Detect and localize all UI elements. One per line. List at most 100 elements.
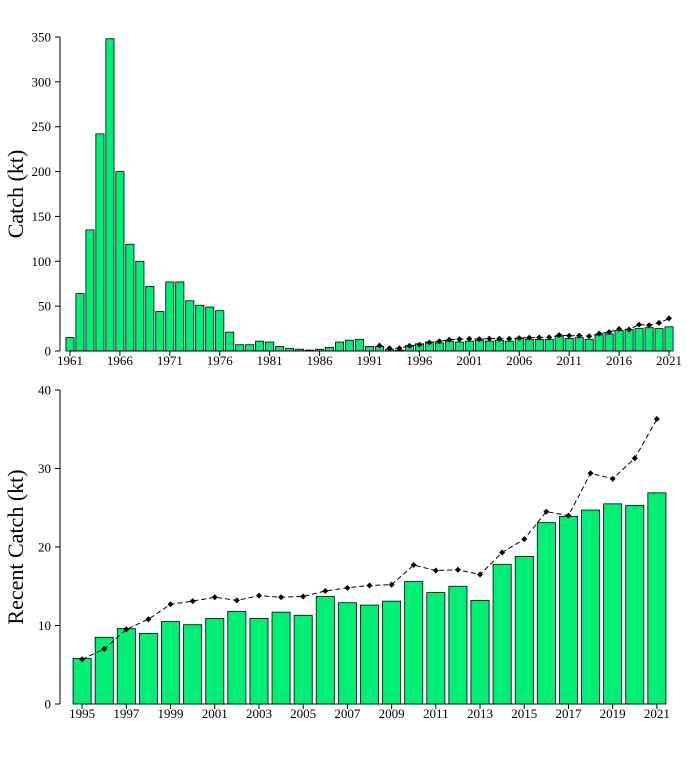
bar [594, 334, 604, 352]
y-tick-label: 30 [38, 461, 51, 476]
trend-point [546, 334, 553, 341]
bar [404, 581, 424, 705]
trend-point [211, 594, 218, 601]
trend-point [255, 592, 262, 599]
x-tick-label: 2001 [202, 706, 228, 721]
bar [195, 304, 205, 352]
x-tick-label: 2005 [290, 706, 316, 721]
bar [554, 336, 564, 352]
bar [271, 611, 291, 705]
bar [255, 340, 265, 352]
trend-point [565, 512, 572, 519]
bar [524, 338, 534, 352]
bar [464, 340, 474, 352]
trend-point [596, 330, 603, 337]
recent-catch-panel: 0 10 20 30 40 1995 1997 1999 2001 2003 2005 2007 200… [3, 383, 670, 722]
bar [365, 346, 375, 352]
trend-point [386, 345, 393, 352]
trend-point [446, 336, 453, 343]
trend-point [566, 332, 573, 339]
x-tick-label: 1981 [257, 353, 283, 368]
trend-point [606, 329, 613, 336]
x-tick-label: 2019 [600, 706, 626, 721]
bar [325, 347, 335, 352]
trend-point [499, 549, 506, 556]
bar [85, 229, 95, 352]
trend-point [486, 335, 493, 342]
bar [492, 563, 512, 705]
bar [448, 585, 468, 705]
y-tick-label: 250 [32, 119, 52, 134]
trend-point [436, 338, 443, 345]
trend-point [666, 315, 673, 322]
x-tick-label: 1995 [69, 706, 95, 721]
trend-point [388, 581, 395, 588]
trend-point [432, 567, 439, 574]
trend-point [476, 336, 483, 343]
trend-point [233, 597, 240, 604]
x-tick-label: 2003 [246, 706, 272, 721]
trend-point [79, 656, 86, 663]
y-axis-title: Recent Catch (kt) [3, 469, 28, 624]
x-tick-label: 2015 [511, 706, 537, 721]
x-tick-label: 2021 [644, 706, 670, 721]
trend-point [426, 339, 433, 346]
bar [625, 504, 645, 705]
trend-point [145, 616, 152, 623]
trend-point [576, 332, 583, 339]
bar [161, 621, 181, 705]
bar [225, 331, 235, 352]
trend-point [496, 335, 503, 342]
x-tick-label: 2001 [456, 353, 482, 368]
bar [634, 328, 644, 352]
bar [125, 243, 135, 352]
trend-point [123, 626, 130, 633]
x-tick-label: 1961 [57, 353, 83, 368]
trend-point [636, 321, 643, 328]
trend-point [631, 455, 638, 462]
bar [536, 522, 556, 705]
x-tick-label: 1997 [113, 706, 140, 721]
y-axis-title: Catch (kt) [3, 150, 28, 239]
bar [360, 604, 379, 705]
bar [75, 293, 85, 352]
y-tick-label: 200 [32, 164, 52, 179]
x-tick-label: 2009 [379, 706, 405, 721]
bar [544, 338, 554, 352]
y-tick-label: 350 [32, 30, 52, 45]
y-tick-label: 20 [38, 540, 51, 555]
trend-point [344, 584, 351, 591]
bar [245, 344, 255, 352]
x-tick-label: 1999 [158, 706, 184, 721]
bar [454, 341, 464, 352]
trend-point [101, 646, 108, 653]
x-tick-label: 2016 [606, 353, 633, 368]
bar [647, 492, 667, 705]
x-tick-label: 2007 [334, 706, 361, 721]
bar [654, 328, 664, 352]
bar [614, 329, 624, 352]
bar [574, 337, 584, 352]
x-tick-label: 1971 [157, 353, 183, 368]
x-tick-label: 2013 [467, 706, 493, 721]
bar [205, 618, 225, 705]
trend-point [454, 566, 461, 573]
trend-point [646, 322, 653, 329]
bar [514, 556, 534, 705]
bar [215, 310, 225, 352]
bar [564, 338, 574, 352]
bar [335, 341, 345, 352]
bar [155, 311, 165, 352]
bar [470, 599, 490, 705]
bar [484, 340, 494, 352]
bar [581, 509, 601, 705]
trend-point [416, 341, 423, 348]
y-tick-label: 10 [38, 618, 51, 633]
y-tick-label: 0 [45, 697, 52, 712]
x-tick-label: 1991 [357, 353, 383, 368]
y-tick-label: 150 [32, 209, 52, 224]
trend-point [396, 345, 403, 352]
bar [603, 503, 623, 705]
x-tick-label: 1966 [107, 353, 134, 368]
